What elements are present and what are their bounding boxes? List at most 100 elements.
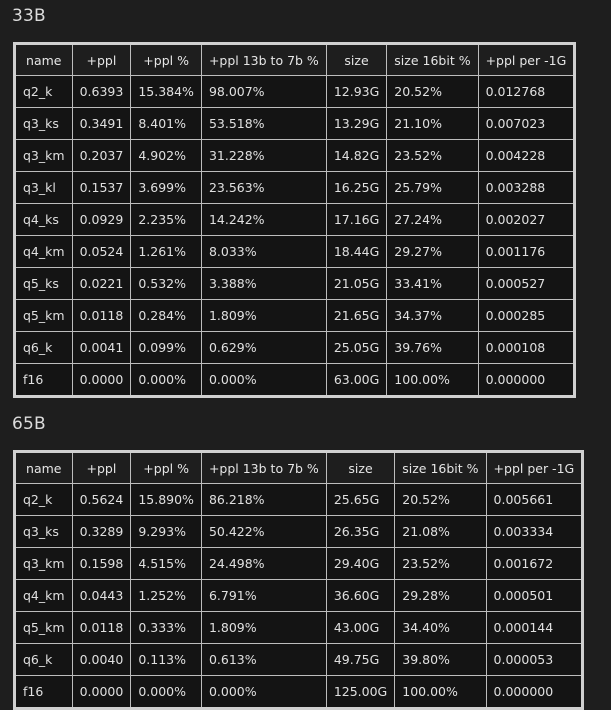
table-cell: 98.007% <box>200 75 327 108</box>
table-cell: 34.40% <box>394 611 487 644</box>
table-cell: 23.563% <box>200 171 327 204</box>
table-cell: 0.000108 <box>477 331 576 364</box>
table-cell: 29.28% <box>394 579 487 612</box>
table-row: q2_k 0.5624 15.890% 86.218% 25.65G 20.52% 0.00… <box>14 483 584 516</box>
table-cell: 0.000501 <box>485 579 584 612</box>
table-row: q3_km 0.2037 4.902% 31.228% 14.82G 23.52% 0.00… <box>14 139 576 172</box>
table-row: q3_kl 0.1537 3.699% 23.563% 16.25G 25.79% 0.00… <box>14 171 576 204</box>
table-cell: 36.60G <box>325 579 396 612</box>
table-cell: 1.809% <box>200 611 327 644</box>
table-row: q5_km 0.0118 0.333% 1.809% 43.00G 34.40% 0.000… <box>14 611 584 644</box>
section-title-65b: 65B <box>12 414 46 434</box>
table-row: q3_ks 0.3491 8.401% 53.518% 13.29G 21.10% 0.00… <box>14 107 576 140</box>
table-cell: 0.005661 <box>485 483 584 516</box>
table-cell: 0.000% <box>130 363 202 397</box>
column-header: +ppl <box>71 451 132 484</box>
table-cell: 18.44G <box>325 235 388 268</box>
table-cell: 100.00% <box>394 675 487 709</box>
table-cell: f16 <box>14 363 73 397</box>
table-cell: 0.0041 <box>71 331 132 364</box>
table-cell: 4.515% <box>130 547 202 580</box>
table-cell: 21.65G <box>325 299 388 332</box>
table-cell: 0.012768 <box>477 75 576 108</box>
table-cell: q5_km <box>14 299 73 332</box>
table-cell: 0.0221 <box>71 267 132 300</box>
table-cell: q4_km <box>14 579 73 612</box>
table-cell: 0.532% <box>130 267 202 300</box>
table-cell: 2.235% <box>130 203 202 236</box>
table-row: q2_k 0.6393 15.384% 98.007% 12.93G 20.52% 0.01… <box>14 75 576 108</box>
table-cell: 0.3491 <box>71 107 132 140</box>
column-header: +ppl 13b to 7b % <box>200 451 327 484</box>
table-row: q5_ks 0.0221 0.532% 3.388% 21.05G 33.41% 0.000… <box>14 267 576 300</box>
table-row: q5_km 0.0118 0.284% 1.809% 21.65G 34.37% 0.000… <box>14 299 576 332</box>
table-cell: q3_ks <box>14 107 73 140</box>
table-cell: 3.388% <box>200 267 327 300</box>
table-header-row: name +ppl +ppl % +ppl 13b to 7b % size size 1… <box>14 451 584 484</box>
table-row: q6_k 0.0040 0.113% 0.613% 49.75G 39.80% 0.0000… <box>14 643 584 676</box>
table-cell: 15.890% <box>130 483 202 516</box>
table-cell: 16.25G <box>325 171 388 204</box>
table-cell: 0.0929 <box>71 203 132 236</box>
column-header: +ppl % <box>130 43 202 76</box>
table-row: q4_ks 0.0929 2.235% 14.242% 17.16G 27.24% 0.00… <box>14 203 576 236</box>
table-cell: 33.41% <box>386 267 479 300</box>
table-row: q4_km 0.0443 1.252% 6.791% 36.60G 29.28% 0.000… <box>14 579 584 612</box>
table-cell: 14.242% <box>200 203 327 236</box>
table-cell: 13.29G <box>325 107 388 140</box>
table-cell: 1.809% <box>200 299 327 332</box>
table-cell: 23.52% <box>394 547 487 580</box>
table-cell: 0.000000 <box>485 675 584 709</box>
table-cell: 0.629% <box>200 331 327 364</box>
table-cell: 0.0118 <box>71 611 132 644</box>
table-cell: q5_km <box>14 611 73 644</box>
column-header: +ppl per -1G <box>477 43 576 76</box>
table-cell: 12.93G <box>325 75 388 108</box>
table-row: q3_ks 0.3289 9.293% 50.422% 26.35G 21.08% 0.00… <box>14 515 584 548</box>
table-cell: 0.000% <box>200 675 327 709</box>
table-cell: 43.00G <box>325 611 396 644</box>
table-row: f16 0.0000 0.000% 0.000% 125.00G 100.00% 0.000… <box>14 675 584 709</box>
table-cell: 49.75G <box>325 643 396 676</box>
table-cell: 25.79% <box>386 171 479 204</box>
table-cell: 0.0040 <box>71 643 132 676</box>
column-header: size <box>325 451 396 484</box>
table-cell: 1.261% <box>130 235 202 268</box>
table-cell: 0.0524 <box>71 235 132 268</box>
table-cell: 0.333% <box>130 611 202 644</box>
table-cell: 0.000% <box>130 675 202 709</box>
table-cell: 0.3289 <box>71 515 132 548</box>
table-cell: 21.05G <box>325 267 388 300</box>
table-cell: 20.52% <box>386 75 479 108</box>
table-cell: 125.00G <box>325 675 396 709</box>
table-cell: 86.218% <box>200 483 327 516</box>
table-cell: 0.000285 <box>477 299 576 332</box>
table-cell: 25.05G <box>325 331 388 364</box>
table-cell: 34.37% <box>386 299 479 332</box>
table-cell: 0.0000 <box>71 675 132 709</box>
table-cell: 20.52% <box>394 483 487 516</box>
table-cell: 8.033% <box>200 235 327 268</box>
table-cell: 0.000144 <box>485 611 584 644</box>
table-cell: 0.000053 <box>485 643 584 676</box>
table-cell: 26.35G <box>325 515 396 548</box>
table-cell: f16 <box>14 675 73 709</box>
table-row: f16 0.0000 0.000% 0.000% 63.00G 100.00% 0.0000… <box>14 363 576 397</box>
table-cell: 0.0443 <box>71 579 132 612</box>
column-header: name <box>14 451 73 484</box>
table-cell: 9.293% <box>130 515 202 548</box>
table-cell: 29.40G <box>325 547 396 580</box>
column-header: name <box>14 43 73 76</box>
table-row: q6_k 0.0041 0.099% 0.629% 25.05G 39.76% 0.0001… <box>14 331 576 364</box>
column-header: size 16bit % <box>386 43 479 76</box>
table-cell: 0.113% <box>130 643 202 676</box>
table-cell: 31.228% <box>200 139 327 172</box>
table-cell: 8.401% <box>130 107 202 140</box>
table-cell: 0.002027 <box>477 203 576 236</box>
table-cell: 0.1598 <box>71 547 132 580</box>
table-cell: 23.52% <box>386 139 479 172</box>
table-cell: 0.007023 <box>477 107 576 140</box>
column-header: size <box>325 43 388 76</box>
table-row: q4_km 0.0524 1.261% 8.033% 18.44G 29.27% 0.001… <box>14 235 576 268</box>
table-cell: 14.82G <box>325 139 388 172</box>
